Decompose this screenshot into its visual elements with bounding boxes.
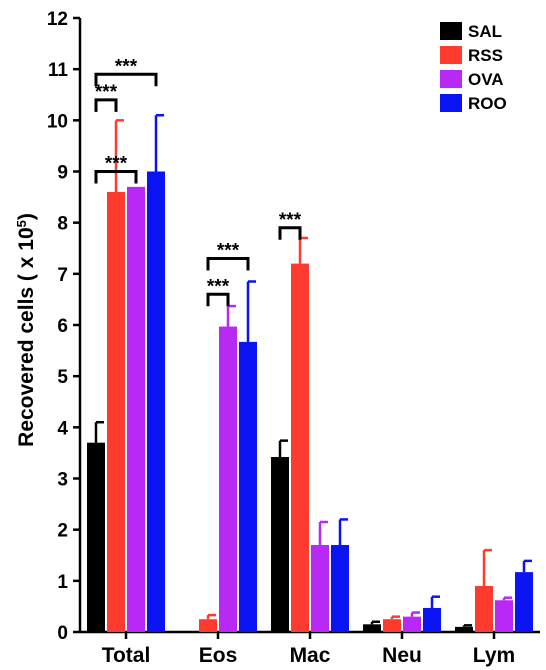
significance-group: *** *** *** *** *** *** <box>94 56 302 307</box>
bar-ova <box>219 326 237 632</box>
legend-label-sal: SAL <box>468 22 502 41</box>
significance-bracket <box>94 72 158 87</box>
legend-swatch-ova <box>440 70 462 88</box>
y-tick-label: 4 <box>57 418 68 439</box>
y-axis-title-exponent: 5 <box>14 220 29 227</box>
x-tick-label: Mac <box>290 644 331 667</box>
significance-bracket <box>94 170 138 184</box>
bar-sal <box>87 442 105 632</box>
y-tick-label: 10 <box>47 111 68 132</box>
significance-label: *** <box>105 154 128 175</box>
significance-bracket <box>94 98 118 112</box>
y-axis-title-text: Recovered cells ( x 10 <box>15 227 38 446</box>
bar-ova <box>403 616 421 632</box>
y-tick-label: 0 <box>57 623 68 644</box>
bar-sal <box>363 624 381 632</box>
y-tick-label: 1 <box>57 572 68 593</box>
y-tick-label: 12 <box>47 9 68 30</box>
legend-label-roo: ROO <box>468 94 507 113</box>
significance-bracket <box>206 256 250 271</box>
y-tick-label: 8 <box>57 214 68 235</box>
bar-rss <box>383 619 401 632</box>
significance-bracket <box>278 226 302 240</box>
y-tick-label: 5 <box>57 367 68 388</box>
bar-rss <box>291 263 309 632</box>
legend-label-rss: RSS <box>468 46 503 65</box>
bar-ova <box>495 600 513 632</box>
significance-label: *** <box>279 210 302 231</box>
y-axis-title: Recovered cells ( x 105) <box>14 213 39 447</box>
bar-ova <box>127 186 145 632</box>
bar-ova <box>311 545 329 632</box>
significance-label: *** <box>207 276 230 297</box>
bar-rss <box>475 585 493 632</box>
x-tick-label: Lym <box>473 644 515 667</box>
legend-swatch-sal <box>440 22 462 40</box>
x-tick-label: Total <box>102 644 151 667</box>
significance-label: *** <box>115 56 138 77</box>
bar-roo <box>423 607 441 632</box>
y-tick-label: 3 <box>57 470 68 491</box>
x-tick-label: Neu <box>382 644 422 667</box>
x-tick-label: Eos <box>199 644 238 667</box>
y-tick-label: 9 <box>57 163 68 184</box>
bar-sal <box>455 626 473 632</box>
bar-roo <box>239 341 257 632</box>
y-tick-label: 2 <box>57 521 68 542</box>
bar-roo <box>331 545 349 632</box>
legend-label-ova: OVA <box>468 70 504 89</box>
significance-label: *** <box>217 240 240 261</box>
y-tick-label: 7 <box>57 265 68 286</box>
y-tick-label: 6 <box>57 316 68 337</box>
bar-rss <box>199 619 217 632</box>
error-bars-group <box>94 113 532 627</box>
bars-group <box>87 171 533 632</box>
legend-swatch-roo <box>440 94 462 112</box>
legend: SAL RSS OVA ROO <box>440 22 507 113</box>
bar-sal <box>271 457 289 632</box>
bar-roo <box>515 572 533 632</box>
y-tick-label: 11 <box>48 60 69 81</box>
y-axis-title-close: ) <box>15 213 38 220</box>
significance-bracket <box>206 292 230 307</box>
significance-label: *** <box>95 82 118 103</box>
bar-rss <box>107 191 125 632</box>
legend-swatch-rss <box>440 46 462 64</box>
bar-roo <box>147 171 165 632</box>
